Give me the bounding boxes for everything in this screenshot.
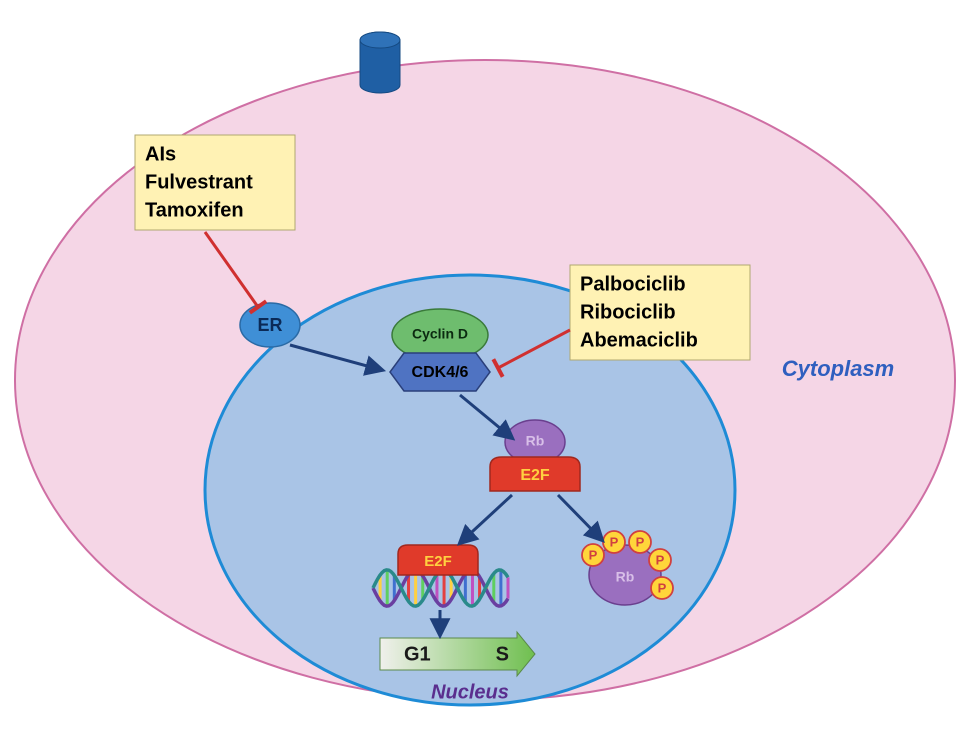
svg-text:P: P bbox=[636, 534, 645, 549]
svg-text:Cyclin D: Cyclin D bbox=[412, 326, 468, 342]
svg-text:Ribociclib: Ribociclib bbox=[580, 301, 676, 323]
g1-s-transition: G1 S bbox=[380, 632, 535, 676]
svg-text:AIs: AIs bbox=[145, 143, 176, 165]
svg-text:Tamoxifen: Tamoxifen bbox=[145, 199, 244, 221]
svg-text:Rb: Rb bbox=[616, 569, 635, 585]
svg-text:G1: G1 bbox=[404, 643, 431, 665]
svg-text:Palbociclib: Palbociclib bbox=[580, 273, 686, 295]
svg-text:Fulvestrant: Fulvestrant bbox=[145, 171, 253, 193]
svg-text:S: S bbox=[496, 643, 509, 665]
svg-text:P: P bbox=[656, 552, 665, 567]
svg-text:P: P bbox=[658, 580, 667, 595]
drug-box-endocrine: AIs Fulvestrant Tamoxifen bbox=[135, 135, 295, 230]
svg-text:P: P bbox=[589, 547, 598, 562]
diagram-svg: AIs Fulvestrant Tamoxifen Palbociclib Riboci… bbox=[0, 0, 970, 728]
diagram-stage: AIs Fulvestrant Tamoxifen Palbociclib Riboci… bbox=[0, 0, 970, 728]
cytoplasm-label: Cytoplasm bbox=[782, 356, 894, 381]
nucleus-label: Nucleus bbox=[431, 681, 509, 703]
er-node: ER bbox=[240, 303, 300, 347]
drug-box-cdk: Palbociclib Ribociclib Abemaciclib bbox=[570, 265, 750, 360]
svg-text:E2F: E2F bbox=[520, 467, 550, 484]
cyclind-cdk46-complex: Cyclin D CDK4/6 bbox=[390, 309, 490, 391]
svg-text:P: P bbox=[610, 534, 619, 549]
membrane-receptor bbox=[360, 32, 400, 93]
svg-text:CDK4/6: CDK4/6 bbox=[412, 364, 469, 381]
svg-text:Abemaciclib: Abemaciclib bbox=[580, 329, 698, 351]
svg-text:ER: ER bbox=[257, 315, 282, 335]
svg-text:E2F: E2F bbox=[424, 553, 452, 570]
svg-text:Rb: Rb bbox=[526, 433, 545, 449]
